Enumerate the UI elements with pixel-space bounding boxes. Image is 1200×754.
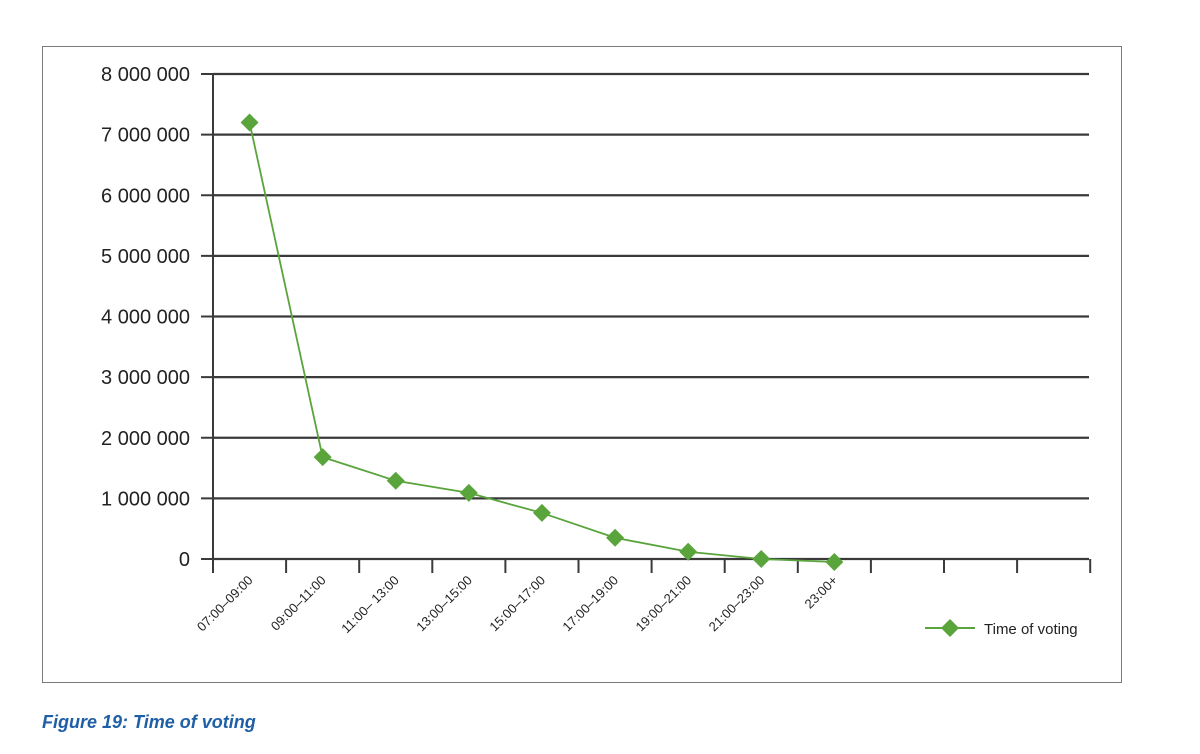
y-tick-label: 7 000 000 bbox=[101, 125, 190, 147]
legend-marker bbox=[941, 619, 959, 637]
y-tick-label: 4 000 000 bbox=[101, 307, 190, 329]
x-tick-label: 23:00+ bbox=[801, 573, 840, 612]
x-tick-label: 13:00–15:00 bbox=[413, 573, 475, 635]
x-tick-label: 09:00–11:00 bbox=[268, 573, 329, 634]
data-point-marker bbox=[752, 550, 771, 568]
x-tick-label: 15:00–17:00 bbox=[486, 573, 548, 635]
x-tick-label: 17:00–19:00 bbox=[559, 573, 621, 635]
data-point-marker bbox=[679, 542, 698, 561]
data-point-marker bbox=[313, 448, 332, 467]
x-tick-label: 19:00–21:00 bbox=[633, 573, 695, 635]
y-tick-label: 6 000 000 bbox=[101, 185, 190, 207]
y-tick-label: 0 bbox=[179, 549, 190, 571]
y-tick-label: 1 000 000 bbox=[101, 488, 190, 510]
data-point-marker bbox=[606, 528, 625, 547]
legend-label: Time of voting bbox=[984, 621, 1078, 638]
y-tick-label: 2 000 000 bbox=[101, 428, 190, 450]
figure-caption: Figure 19: Time of voting bbox=[42, 712, 256, 732]
y-tick-label: 3 000 000 bbox=[101, 367, 190, 389]
data-point-marker bbox=[459, 483, 478, 502]
y-tick-label: 8 000 000 bbox=[101, 64, 190, 86]
series-line bbox=[248, 122, 835, 563]
y-tick-label: 5 000 000 bbox=[101, 246, 190, 268]
data-point-marker bbox=[825, 553, 844, 572]
data-point-marker bbox=[386, 471, 405, 490]
chart-frame bbox=[42, 46, 1122, 683]
x-tick-label: 07:00–09:00 bbox=[194, 573, 256, 635]
data-point-marker bbox=[532, 503, 551, 522]
x-tick-label: 21:00–23:00 bbox=[706, 573, 768, 635]
x-tick-label: 11:00– 13:00 bbox=[338, 573, 402, 637]
data-point-marker bbox=[240, 113, 259, 132]
